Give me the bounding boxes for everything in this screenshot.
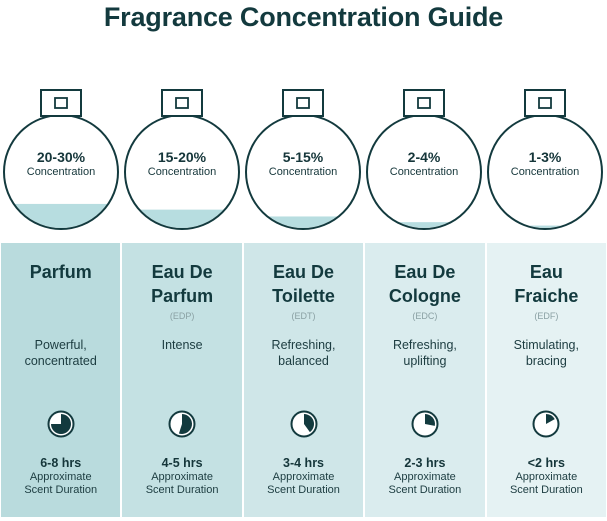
duration-label-line2: Scent Duration [509,484,583,496]
fragrance-columns: Parfum Powerful, concentrated 6-8 hrs Approx… [1,243,607,517]
bottle-label: 20-30% Concentration [1,149,121,179]
duration-label-line1: Approximate [515,471,578,483]
fragrance-column: Eau De Cologne (EDC) Refreshing, uplifting 2-… [365,243,487,517]
bottle-label: 5-15% Concentration [243,149,363,179]
concentration-label: Concentration [510,166,580,178]
bottle-label: 2-4% Concentration [364,149,484,179]
clock-icon [290,410,318,438]
fragrance-description: Intense [122,337,241,353]
duration-label: Approximate Scent Duration [487,471,606,497]
fragrance-name-line1: Eau De [151,262,213,282]
perfume-bottle [487,89,603,230]
duration-wedge [50,414,71,434]
fragrance-name-line1: Eau [529,262,563,282]
clock-icon [411,410,439,438]
duration-label-line1: Approximate [151,471,213,483]
concentration-percent: 5-15% [282,149,324,165]
concentration-label: Concentration [389,166,459,178]
liquid-fill [5,203,117,228]
duration-label-line2: Scent Duration [24,484,98,496]
fragrance-name: Parfum [1,260,120,284]
liquid-fill [368,222,480,228]
concentration-label: Concentration [268,166,338,178]
concentration-percent: 2-4% [407,149,441,165]
description-line1: Intense [161,338,203,352]
fragrance-name-line1: Parfum [29,262,92,282]
scent-duration: 2-3 hrs [404,456,446,470]
bottle-cap [40,89,82,117]
description-line2: concentrated [24,354,97,368]
concentration-percent: 1-3% [528,149,562,165]
liquid-fill [489,225,601,228]
liquid-fill [247,216,359,228]
concentration-label: Concentration [147,166,217,178]
duration-wedge [424,414,435,426]
duration-wedge [546,414,556,424]
cap-nozzle [175,97,189,109]
fragrance-name: Eau De Parfum [122,260,241,308]
clock-icon [532,410,560,438]
fragrance-name-line1: Eau De [394,262,456,282]
duration-label-line1: Approximate [29,471,92,483]
description-line1: Refreshing, [271,338,336,352]
page-title: Fragrance Concentration Guide [103,2,504,32]
fragrance-name: Eau De Toilette [244,260,363,308]
perfume-bottle [366,89,482,230]
duration-label: Approximate Scent Duration [365,471,484,497]
fragrance-name-line1: Eau De [273,262,335,282]
duration-label: Approximate Scent Duration [122,471,241,497]
fragrance-description: Powerful, concentrated [1,337,120,369]
description-line1: Powerful, [34,338,87,352]
duration-label: Approximate Scent Duration [244,471,363,497]
fragrance-column: Eau De Toilette (EDT) Refreshing, balanced 3-… [243,243,366,517]
scent-duration: 3-4 hrs [283,456,325,470]
scent-duration: 6-8 hrs [40,456,82,470]
clock-icon [168,410,196,438]
fragrance-name: Eau De Cologne [365,260,484,308]
fragrance-abbreviation: (EDF) [534,311,559,321]
fragrance-column: Eau Fraiche (EDF) Stimulating, bracing <2 hrs… [486,243,607,517]
fragrance-name-line2: Fraiche [514,286,579,306]
fragrance-description: Stimulating, bracing [487,337,606,369]
cap-nozzle [538,97,552,109]
bottle-illustrations [3,89,603,230]
fragrance-name-line2: Cologne [388,286,461,306]
cap-nozzle [54,97,68,109]
description-line1: Refreshing, [392,338,457,352]
fragrance-name: Eau Fraiche [487,260,606,308]
duration-label-line1: Approximate [394,471,456,483]
description-line2: uplifting [403,354,447,368]
description-line2: balanced [278,354,329,368]
duration-wedge [303,414,314,433]
scent-duration: 4-5 hrs [161,456,203,470]
fragrance-abbreviation: (EDC) [412,311,438,321]
concentration-label: Concentration [26,166,96,178]
bottle-label: 15-20% Concentration [122,149,242,179]
duration-label-line2: Scent Duration [145,484,219,496]
fragrance-description: Refreshing, uplifting [365,337,484,369]
duration-label: Approximate Scent Duration [1,471,120,497]
cap-nozzle [417,97,431,109]
description-line1: Stimulating, [513,338,579,352]
fragrance-description: Refreshing, balanced [244,337,363,369]
duration-label-line2: Scent Duration [267,484,340,496]
clock-icon [47,410,75,438]
fragrance-column: Eau De Parfum (EDP) Intense 4-5 hrs Approxima… [122,243,244,517]
cap-nozzle [296,97,310,109]
scent-duration: <2 hrs [527,456,565,470]
bottle-label: 1-3% Concentration [485,149,605,179]
concentration-percent: 20-30% [36,149,86,165]
duration-label-line2: Scent Duration [388,484,462,496]
fragrance-name-line2: Toilette [272,286,335,306]
fragrance-column: Parfum Powerful, concentrated 6-8 hrs Approx… [1,243,123,517]
description-line2: bracing [525,354,567,368]
fragrance-name-line2: Parfum [151,286,214,306]
perfume-bottle [245,89,361,230]
fragrance-abbreviation: (EDT) [291,311,316,321]
duration-label-line1: Approximate [272,471,335,483]
fragrance-abbreviation: (EDP) [169,311,195,321]
concentration-percent: 15-20% [157,149,207,165]
duration-wedge [179,414,193,434]
